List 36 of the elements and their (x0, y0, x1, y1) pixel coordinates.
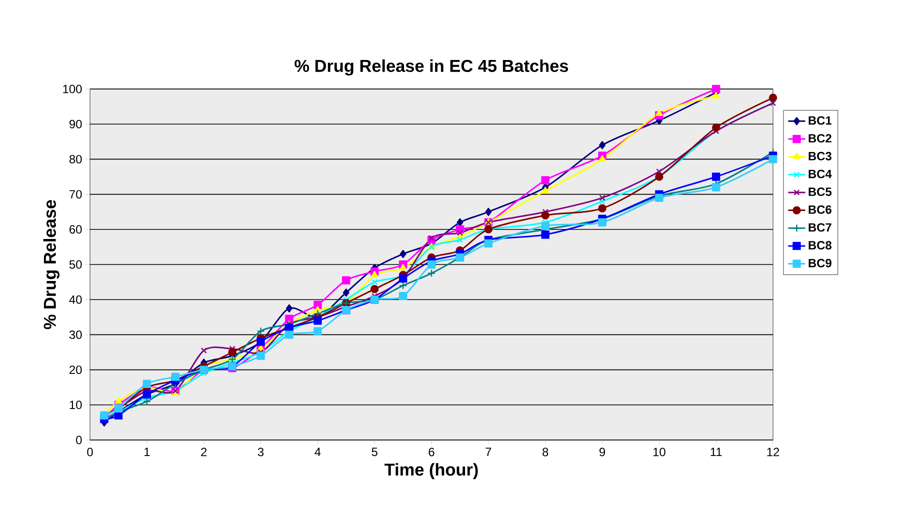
y-tick-label: 40 (69, 295, 82, 304)
x-tick-label: 6 (428, 448, 434, 456)
legend-label: BC2 (808, 134, 832, 143)
y-tick-label: 20 (70, 366, 82, 374)
y-tick-label: 50 (69, 260, 82, 269)
legend-label: BC7 (808, 223, 832, 232)
chart-title: % Drug Release in EC 45 Batches (294, 59, 568, 76)
x-tick-label: 10 (653, 448, 666, 456)
legend-label: BC3 (808, 152, 832, 160)
x-tick-label: 2 (201, 448, 207, 456)
x-tick-label: 4 (314, 448, 321, 456)
x-tick-label: 3 (258, 448, 264, 456)
legend-label: BC4 (808, 170, 832, 178)
x-tick-label: 11 (710, 448, 722, 456)
y-tick-label: 30 (69, 330, 82, 339)
x-tick-label: 0 (87, 448, 93, 456)
legend-label: BC5 (808, 188, 832, 196)
y-tick-label: 100 (63, 84, 82, 94)
y-tick-label: 70 (70, 190, 82, 199)
legend-label: BC1 (808, 116, 832, 125)
x-axis-title: Time (hour) (384, 463, 478, 480)
y-axis-title: % Drug Release (43, 200, 60, 330)
x-tick-label: 8 (542, 448, 548, 456)
x-tick-label: 7 (486, 448, 492, 456)
y-tick-label: 60 (70, 225, 82, 234)
x-tick-label: 5 (372, 448, 378, 456)
x-tick-label: 9 (599, 448, 606, 456)
legend-label: BC6 (808, 205, 832, 214)
y-tick-label: 0 (76, 436, 82, 444)
y-tick-label: 80 (69, 154, 82, 164)
y-tick-label: 10 (70, 400, 82, 410)
x-tick-label: 1 (144, 448, 150, 456)
legend-label: BC8 (808, 241, 832, 250)
x-tick-label: 12 (767, 448, 780, 456)
y-tick-label: 90 (69, 120, 82, 128)
legend-label: BC9 (808, 258, 832, 268)
